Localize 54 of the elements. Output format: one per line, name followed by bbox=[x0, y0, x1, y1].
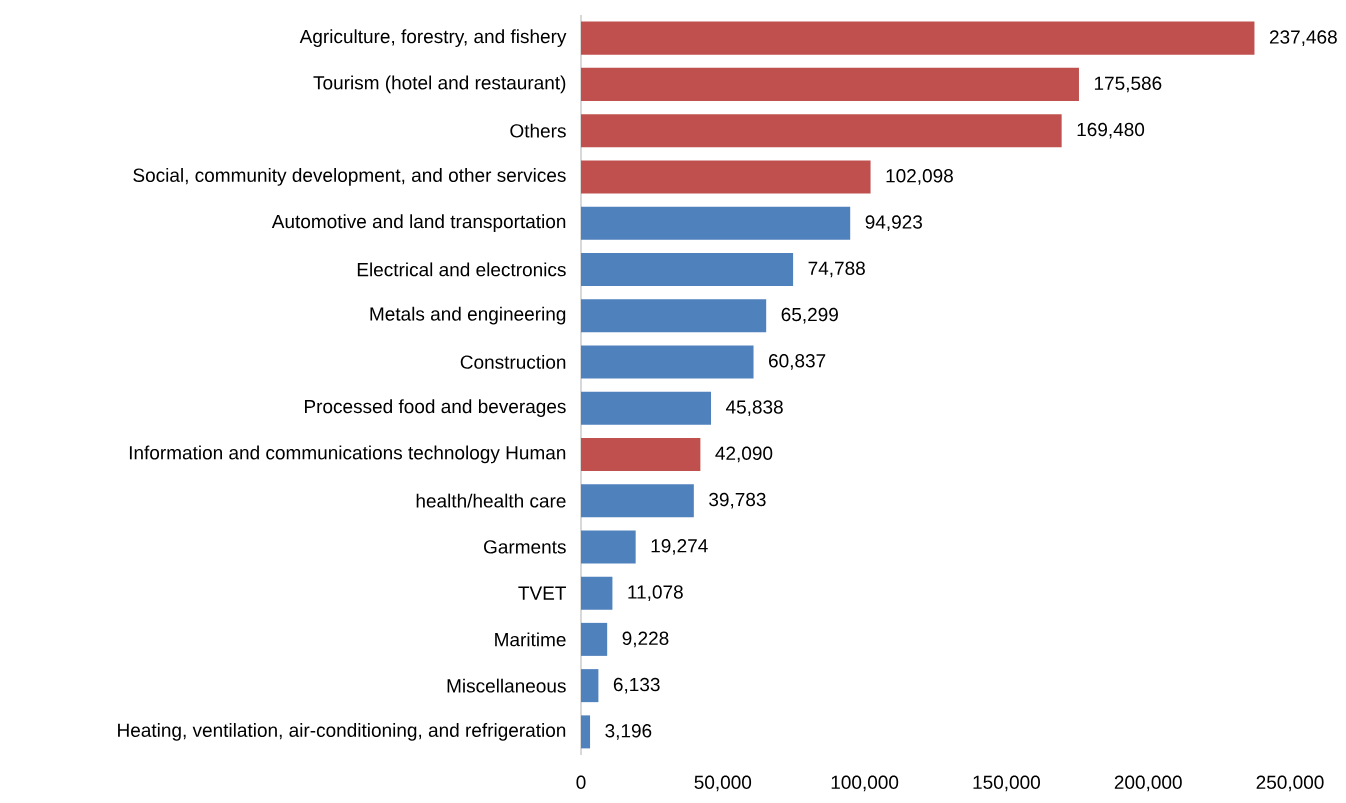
x-tick-label: 0 bbox=[576, 775, 586, 789]
y-tick-label: Agriculture, forestry, and fishery bbox=[299, 29, 567, 47]
y-tick-label: Social, community development, and other services bbox=[133, 168, 566, 186]
y-tick-label: Others bbox=[510, 123, 566, 138]
data-label: 3,196 bbox=[605, 724, 652, 740]
data-label: 175,586 bbox=[1094, 76, 1162, 93]
x-tick-label: 250,000 bbox=[1256, 775, 1324, 792]
bar bbox=[581, 345, 754, 379]
x-tick-label: 100,000 bbox=[831, 775, 899, 792]
bar bbox=[581, 299, 767, 333]
y-tick-label: Garments bbox=[484, 540, 566, 554]
bar bbox=[581, 530, 636, 564]
data-label: 74,788 bbox=[808, 261, 865, 278]
bar bbox=[581, 669, 599, 703]
y-tick-label: health/health care bbox=[416, 493, 566, 508]
data-label: 237,468 bbox=[1269, 30, 1337, 46]
data-label: 9,228 bbox=[622, 631, 669, 648]
bar bbox=[581, 67, 1079, 101]
bar bbox=[581, 252, 794, 286]
y-tick-label: Electrical and electronics bbox=[357, 262, 566, 277]
y-tick-label: Metals and engineering bbox=[370, 306, 566, 325]
x-tick-label: 200,000 bbox=[1114, 775, 1182, 792]
data-label: 39,783 bbox=[709, 492, 766, 509]
data-label: 169,480 bbox=[1077, 122, 1145, 139]
bar bbox=[581, 391, 711, 425]
data-label: 102,098 bbox=[886, 169, 953, 185]
y-tick-label: Information and communications technology Human bbox=[129, 445, 566, 464]
bar bbox=[581, 484, 694, 518]
bar bbox=[581, 576, 613, 610]
data-label: 19,274 bbox=[651, 539, 708, 555]
bar bbox=[581, 160, 871, 194]
y-tick-label: Construction bbox=[460, 354, 566, 369]
bar bbox=[581, 21, 1255, 55]
data-label: 94,923 bbox=[865, 215, 922, 231]
bar bbox=[581, 114, 1062, 148]
data-label: 11,078 bbox=[628, 585, 683, 601]
data-label: 65,299 bbox=[781, 307, 838, 324]
bar bbox=[581, 622, 608, 656]
y-tick-label: Tourism (hotel and restaurant) bbox=[313, 75, 566, 94]
y-tick-label: Miscellaneous bbox=[447, 678, 566, 693]
bar bbox=[581, 437, 701, 471]
data-label: 45,838 bbox=[725, 400, 783, 416]
x-tick-label: 150,000 bbox=[973, 775, 1040, 792]
y-tick-label: Maritime bbox=[495, 632, 566, 647]
data-label: 6,133 bbox=[613, 677, 660, 694]
bar bbox=[581, 715, 591, 749]
data-label: 42,090 bbox=[715, 446, 773, 463]
y-tick-label: TVET bbox=[518, 586, 567, 600]
x-tick-label: 50,000 bbox=[694, 775, 752, 792]
data-label: 60,837 bbox=[769, 354, 826, 370]
bar bbox=[581, 206, 851, 240]
y-tick-label: Heating, ventilation, air-conditioning, and refrigeration bbox=[118, 723, 566, 741]
y-tick-label: Automotive and land transportation bbox=[271, 214, 566, 232]
y-tick-label: Processed food and beverages bbox=[305, 399, 566, 417]
